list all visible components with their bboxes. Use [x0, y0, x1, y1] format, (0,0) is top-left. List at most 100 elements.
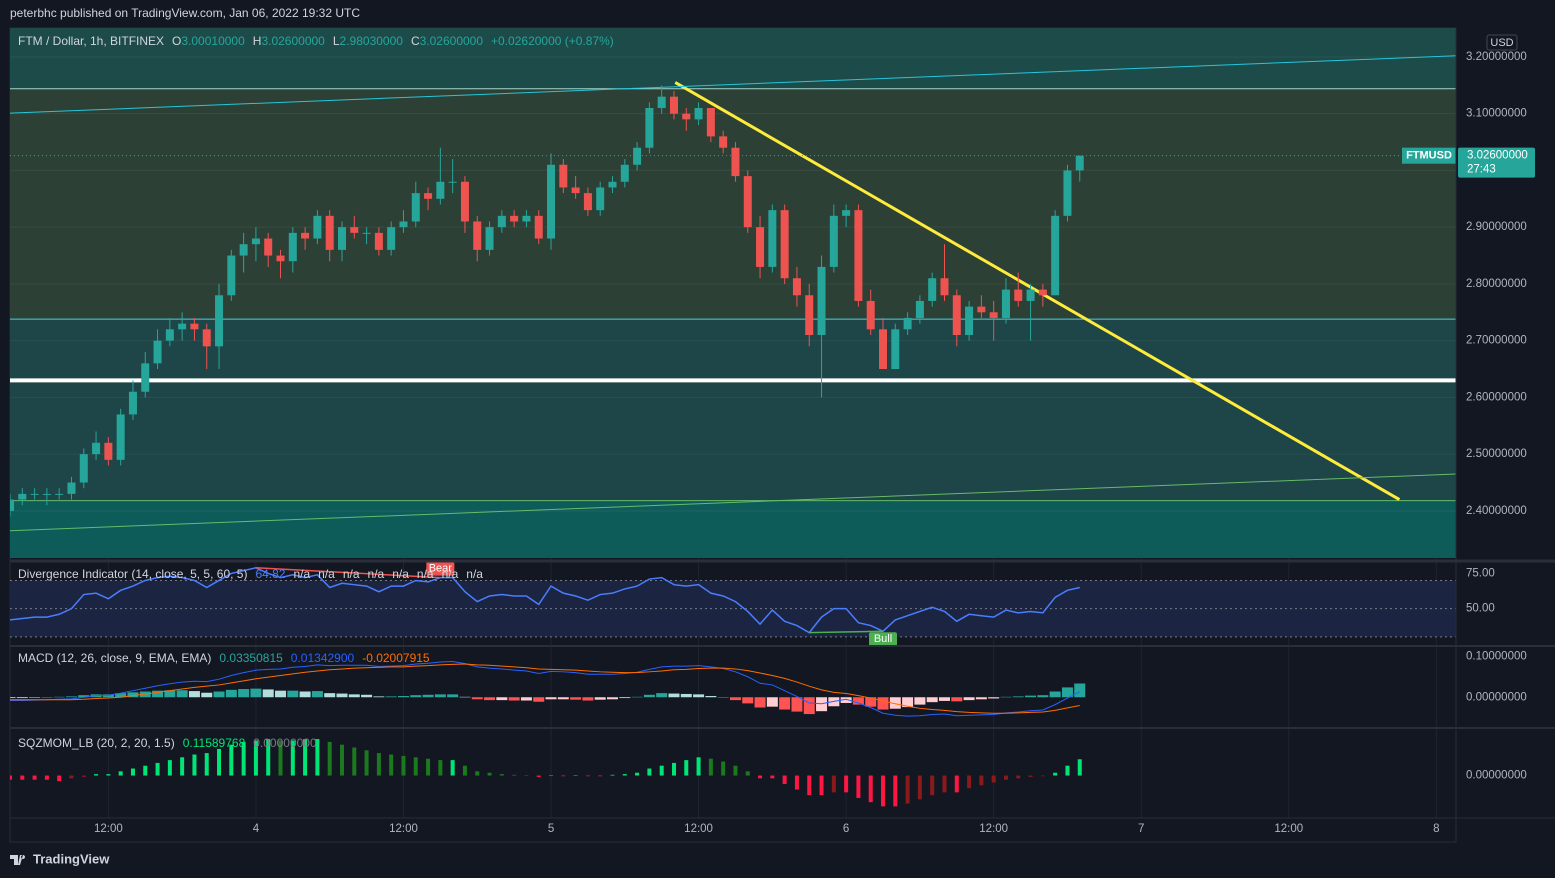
momentum-bar — [524, 775, 529, 777]
ohlc-label: C — [411, 34, 420, 48]
momentum-bar — [1040, 775, 1045, 777]
ohlc-value: 3.02600000 — [261, 34, 325, 48]
candle-body — [1075, 155, 1084, 171]
momentum-bar — [118, 771, 123, 776]
candle-body — [116, 414, 125, 460]
divergence-badge — [869, 632, 898, 647]
macd-histogram-bar — [447, 694, 459, 698]
candle-body — [374, 232, 383, 250]
momentum-bar — [180, 757, 185, 776]
macd-histogram-bar — [1012, 696, 1024, 698]
rsi-line — [10, 566, 1080, 634]
candle-body — [325, 215, 334, 250]
candle-body — [952, 295, 961, 335]
candle-body — [928, 278, 937, 301]
currency-label: USD — [1490, 37, 1513, 49]
candle-body — [596, 187, 605, 211]
candle-body — [534, 215, 543, 239]
momentum-bar — [807, 775, 812, 796]
macd-histogram-bar — [766, 697, 778, 707]
candle-body — [411, 193, 420, 222]
symbol-label: FTMUSD — [1406, 150, 1452, 162]
candle-body — [387, 227, 396, 250]
ohlc-label: H — [253, 34, 262, 48]
macd-histogram-bar — [16, 697, 28, 699]
macd-histogram-bar — [188, 691, 200, 698]
momentum-bar — [204, 753, 209, 776]
momentum-bar — [659, 765, 664, 776]
momentum-bar — [315, 739, 320, 776]
candle-body — [940, 278, 949, 296]
legend-title: MACD (12, 26, close, 9, EMA, EMA) — [18, 651, 211, 665]
macd-histogram-bar — [397, 696, 409, 698]
legend-value: n/a — [417, 567, 434, 581]
legend-value: -0.02007915 — [362, 651, 430, 665]
candle-body — [460, 181, 469, 222]
momentum-bar — [253, 740, 258, 776]
macd-histogram-bar — [152, 690, 164, 698]
momentum-bar — [290, 740, 295, 776]
macd-histogram-bar — [754, 697, 766, 708]
macd-histogram-bar — [1049, 691, 1061, 698]
y-tick-label: 0.00000000 — [1466, 691, 1527, 703]
momentum-bar — [106, 774, 111, 776]
macd-histogram-bar — [311, 691, 323, 698]
x-tick-label: 12:00 — [1274, 823, 1303, 835]
momentum-bar — [831, 775, 836, 793]
candle-body — [669, 96, 678, 114]
symbol-box — [1402, 147, 1456, 164]
macd-histogram-bar — [975, 697, 987, 700]
zone — [10, 500, 1456, 558]
macd-histogram-bar — [729, 697, 741, 701]
momentum-bar — [130, 768, 135, 776]
candle-body — [264, 238, 273, 256]
macd-histogram-bar — [496, 697, 508, 701]
publisher-line: peterbhc published on TradingView.com, J… — [10, 6, 360, 20]
macd-histogram-bar — [717, 697, 729, 698]
momentum-bar — [266, 739, 271, 776]
momentum-bar — [69, 775, 74, 779]
momentum-bar — [881, 775, 886, 807]
macd-histogram-bar — [10, 697, 16, 699]
macd-histogram-bar — [889, 697, 901, 709]
momentum-bar — [967, 775, 972, 789]
macd-histogram-bar — [742, 697, 754, 704]
momentum-bar — [327, 741, 332, 776]
candle-body — [141, 363, 150, 392]
candle-body — [153, 340, 162, 364]
momentum-bar — [450, 760, 455, 776]
momentum-bar — [721, 761, 726, 776]
momentum-bar — [462, 765, 467, 776]
candle-body — [965, 306, 974, 335]
footer-logo: TradingView — [10, 851, 110, 866]
momentum-bar — [585, 775, 590, 777]
x-tick-label: 5 — [548, 823, 554, 835]
macd-histogram-bar — [115, 693, 127, 698]
macd-histogram-bar — [471, 697, 483, 700]
candle-body — [10, 499, 14, 511]
x-tick-label: 12:00 — [979, 823, 1008, 835]
candle-body — [805, 295, 814, 335]
macd-histogram-bar — [877, 697, 889, 710]
candle-body — [977, 306, 986, 313]
macd-histogram-bar — [1074, 683, 1086, 698]
candle-body — [657, 96, 666, 109]
candle-body — [239, 244, 248, 256]
macd-histogram-bar — [865, 697, 877, 707]
divergence-label: Bull — [874, 633, 892, 645]
divergence-pane — [10, 566, 1456, 638]
candle-body — [288, 232, 297, 262]
momentum-bar — [389, 754, 394, 776]
momentum-bar — [622, 774, 627, 776]
macd-histogram-bar — [336, 693, 348, 698]
candle-body — [731, 147, 740, 177]
candle-body — [1051, 215, 1060, 296]
y-tick-label: 2.80000000 — [1466, 278, 1527, 290]
momentum-bar — [549, 775, 554, 777]
momentum-bar — [1053, 772, 1058, 776]
momentum-bar — [758, 775, 763, 779]
candle-body — [583, 193, 592, 211]
momentum-bar — [954, 775, 959, 793]
candle-body — [350, 227, 359, 233]
